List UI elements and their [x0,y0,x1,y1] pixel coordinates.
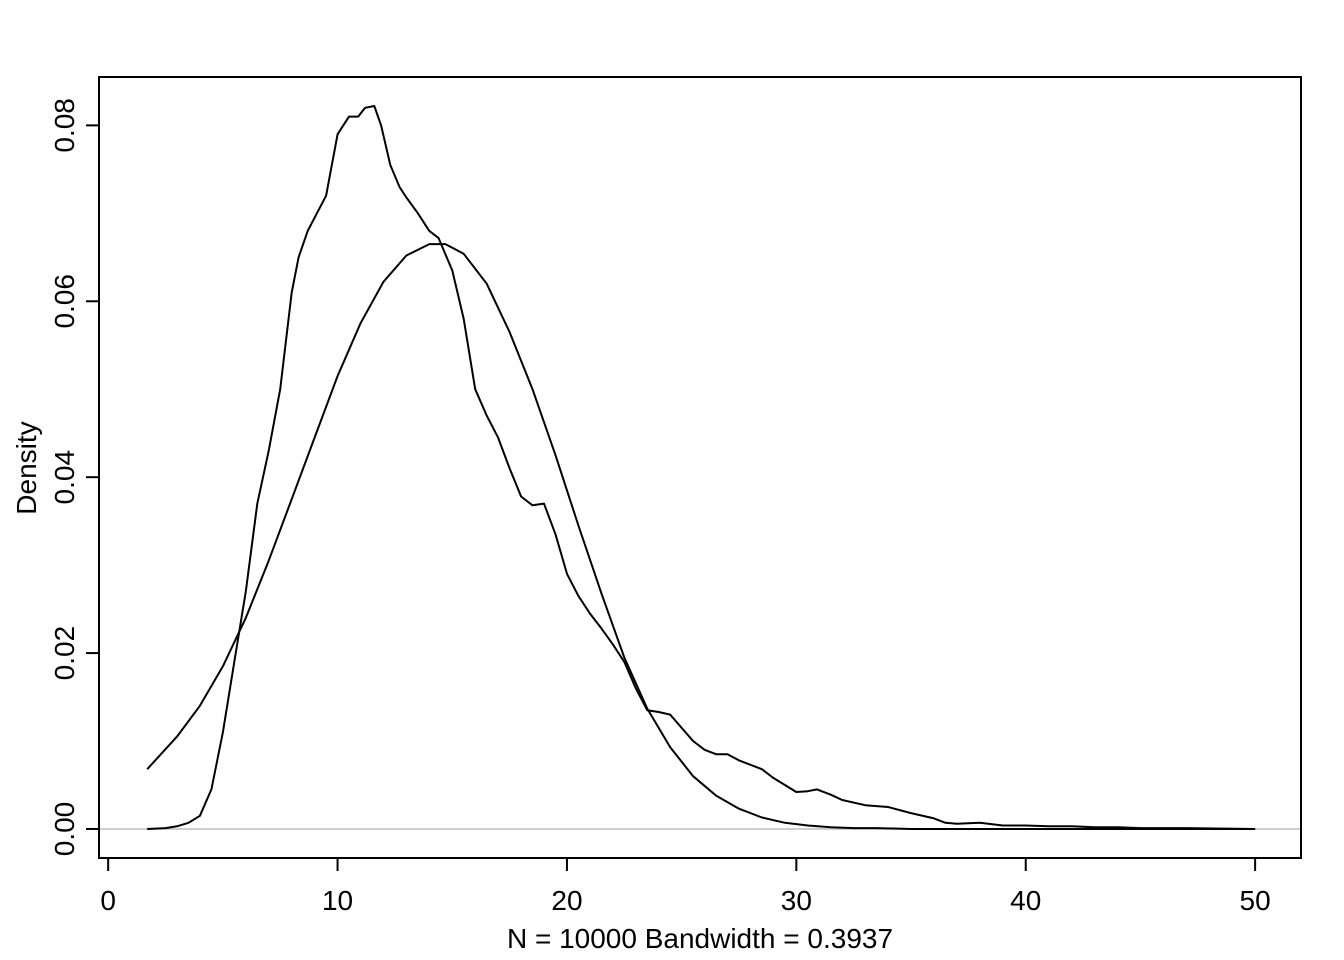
y-axis-label: Density [11,421,42,514]
y-tick-label: 0.02 [49,626,80,681]
y-tick-label: 0.06 [49,274,80,329]
x-axis-label: N = 10000 Bandwidth = 0.3937 [507,923,893,954]
x-tick-label: 50 [1240,885,1271,916]
x-tick-label: 30 [781,885,812,916]
x-tick-label: 0 [100,885,116,916]
series-line-1 [147,105,1256,830]
y-axis: 0.00 0.02 0.04 0.06 0.08 [49,98,100,857]
series-line-2 [146,243,1256,830]
x-tick-label: 20 [551,885,582,916]
x-axis: 0 10 20 30 40 50 [100,857,1271,916]
y-tick-label: 0.04 [49,450,80,505]
x-tick-label: 10 [322,885,353,916]
x-tick-label: 40 [1010,885,1041,916]
plot-frame [98,76,1302,859]
y-tick-label: 0.08 [49,98,80,152]
y-tick-label: 0.00 [49,802,80,857]
